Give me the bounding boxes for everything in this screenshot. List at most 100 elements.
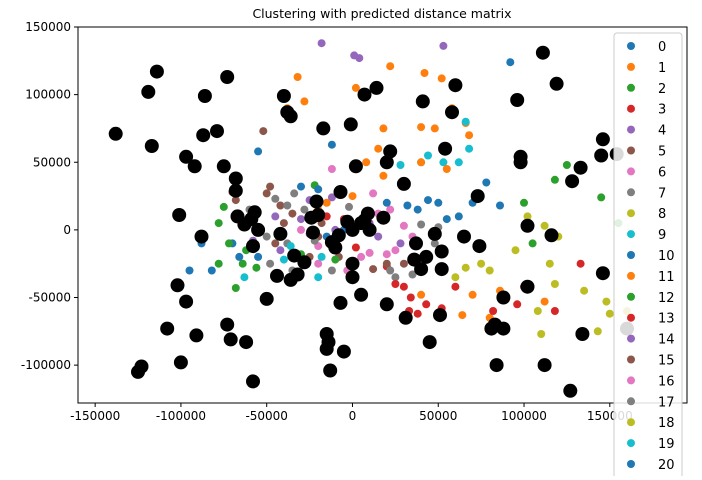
point-series-2-0: [219, 202, 228, 211]
point-series-8-1: [540, 221, 549, 230]
chart-title: Clustering with predicted distance matri…: [252, 6, 511, 21]
point-series-15-2: [279, 219, 288, 228]
point-series-10-9: [254, 252, 263, 261]
point-large-19: [194, 229, 209, 244]
point-series-3-5: [422, 300, 431, 309]
legend-marker-0: [627, 42, 635, 50]
point-series-11-4: [417, 158, 426, 167]
point-series-15-5: [399, 259, 408, 268]
point-series-9-5: [279, 255, 288, 264]
point-large-107: [565, 174, 580, 189]
point-large-0: [108, 126, 123, 141]
point-large-106: [563, 383, 578, 398]
point-series-11-7: [348, 192, 357, 201]
legend-marker-7: [627, 188, 635, 197]
point-series-6-3: [399, 221, 408, 230]
legend-marker-12: [627, 292, 635, 301]
point-large-97: [510, 93, 525, 107]
x-tick-label-4: 50000: [419, 409, 457, 423]
point-series-10-3: [424, 196, 432, 205]
legend-label-19: 19: [658, 437, 675, 452]
point-large-6: [179, 149, 194, 164]
point-series-15-1: [266, 182, 275, 191]
point-series-5-3: [276, 201, 285, 210]
point-series-7-8: [408, 270, 417, 279]
point-series-1-10: [430, 124, 439, 133]
point-series-7-2: [300, 205, 309, 214]
legend-label-7: 7: [658, 186, 666, 201]
point-series-3-3: [406, 293, 415, 302]
point-series-10-7: [482, 178, 491, 187]
points-layer: [108, 39, 634, 398]
point-series-7-1: [290, 189, 299, 198]
point-large-32: [259, 291, 274, 306]
point-large-78: [414, 262, 429, 277]
point-large-62: [348, 159, 363, 174]
point-large-66: [357, 87, 372, 102]
point-series-10-0: [382, 198, 391, 207]
legend-marker-4: [627, 125, 635, 134]
point-large-8: [196, 128, 211, 143]
point-large-45: [311, 208, 326, 222]
point-large-31: [251, 222, 266, 237]
point-series-12-1: [225, 239, 233, 248]
y-tick-label-1: -50000: [28, 291, 71, 305]
point-large-61: [345, 270, 360, 285]
point-series-19-2: [396, 161, 405, 169]
legend-marker-3: [627, 104, 635, 113]
point-series-2-6: [528, 239, 537, 248]
point-series-8-7: [602, 297, 611, 306]
point-large-53: [331, 228, 346, 243]
point-large-96: [496, 290, 511, 305]
point-large-112: [595, 266, 610, 281]
legend-label-4: 4: [658, 124, 666, 139]
point-series-3-10: [513, 300, 522, 309]
point-series-12-5: [331, 255, 340, 264]
point-series-11-2: [379, 171, 388, 180]
legend-marker-11: [627, 271, 635, 280]
legend-label-18: 18: [658, 416, 675, 431]
point-series-19-0: [286, 242, 295, 251]
point-series-2-2: [214, 259, 223, 268]
point-large-22: [239, 335, 254, 350]
point-series-12-3: [252, 263, 261, 272]
point-series-17-3: [327, 266, 336, 275]
point-series-7-9: [391, 273, 400, 282]
x-axis: -150000 -100000 -50000 0 50000 100000 150000: [70, 403, 633, 423]
point-series-3-1: [351, 243, 360, 252]
point-series-9-1: [424, 151, 432, 160]
point-series-17-1: [283, 201, 292, 210]
point-series-4-4: [297, 215, 305, 224]
series-16: [297, 209, 400, 261]
point-series-16-0: [297, 225, 305, 234]
point-series-9-2: [439, 158, 448, 167]
point-large-34: [273, 226, 288, 241]
point-large-101: [520, 218, 535, 233]
point-series-11-3: [362, 158, 371, 167]
point-series-13-3: [413, 309, 422, 318]
point-large-67: [360, 206, 375, 221]
point-series-10-4: [434, 198, 443, 207]
point-series-7-11: [417, 220, 426, 229]
point-large-104: [544, 228, 559, 243]
point-series-4-2: [355, 54, 364, 63]
point-series-10-2: [413, 205, 422, 214]
point-series-20-3: [442, 215, 451, 224]
point-large-37: [283, 109, 298, 124]
point-series-5-8: [369, 265, 378, 274]
point-large-74: [396, 176, 411, 191]
point-large-39: [287, 248, 302, 263]
point-series-13-4: [451, 282, 460, 291]
y-tick-label-2: 0: [63, 223, 71, 237]
legend-label-0: 0: [658, 40, 666, 55]
point-large-83: [433, 308, 447, 323]
legend-label-14: 14: [658, 333, 675, 348]
point-large-73: [383, 144, 398, 159]
point-large-1: [149, 64, 164, 79]
point-large-85: [434, 244, 449, 259]
point-series-5-10: [271, 239, 280, 248]
point-series-20-4: [496, 201, 504, 210]
point-large-91: [470, 189, 485, 204]
legend-marker-1: [627, 62, 635, 71]
